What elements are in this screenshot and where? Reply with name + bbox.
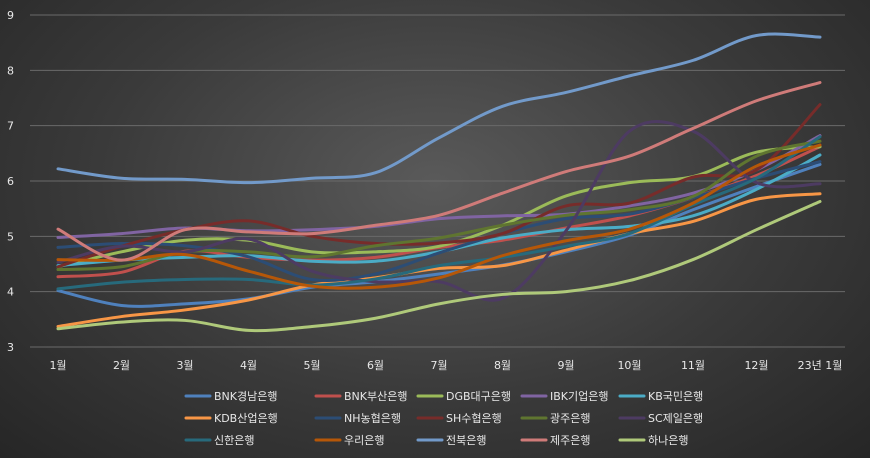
legend-label: SH수협은행: [446, 412, 502, 425]
series-line-14: [56, 199, 822, 333]
legend-label: 전북은행: [446, 434, 486, 447]
x-tick-label: 6월: [367, 359, 384, 372]
legend-label: BNK경남은행: [214, 390, 277, 403]
x-tick-label: 12월: [744, 359, 768, 372]
legend-item: 신한은행: [184, 434, 254, 447]
legend-item: BNK경남은행: [184, 390, 277, 403]
series-lines: [56, 32, 822, 333]
legend-item: 우리은행: [314, 434, 384, 447]
x-tick-label: 1월: [49, 359, 66, 372]
legend-label: NH농협은행: [344, 412, 401, 425]
gridlines: [30, 14, 845, 348]
x-tick-label: 7월: [430, 359, 447, 372]
legend-label: 우리은행: [344, 434, 384, 447]
y-tick-label: 8: [7, 64, 14, 77]
x-axis-ticks: 1월 2월 3월 4월 5월 6월 7월 8월 9월 10월 11월 12월 23년 1월: [49, 359, 842, 372]
legend-label: 하나은행: [648, 433, 688, 447]
x-tick-label: 23년 1월: [798, 359, 843, 372]
y-tick-label: 3: [7, 341, 14, 354]
x-tick-label: 3월: [176, 359, 193, 372]
legend-item: 제주은행: [520, 434, 590, 447]
legend-item: IBK기업은행: [520, 390, 608, 403]
series-line-0: [56, 162, 822, 308]
legend-item: 전북은행: [416, 434, 486, 447]
legend-item: BNK부산은행: [314, 390, 407, 403]
series-line-5: [56, 192, 822, 329]
x-tick-label: 5월: [303, 359, 320, 372]
legend-label: IBK기업은행: [550, 390, 608, 403]
series-line-3: [56, 134, 822, 239]
legend-label: DGB대구은행: [446, 390, 511, 403]
legend-item: SH수협은행: [416, 412, 502, 425]
legend-label: SC제일은행: [648, 411, 703, 425]
legend-label: 광주은행: [550, 412, 590, 425]
legend-label: BNK부산은행: [344, 390, 407, 403]
x-tick-label: 11월: [681, 359, 705, 372]
series-line-13: [56, 81, 822, 262]
series-line-9: [56, 120, 822, 302]
legend-label: 제주은행: [550, 434, 590, 447]
legend-label: 신한은행: [214, 434, 254, 447]
legend-item: KDB산업은행: [184, 412, 278, 425]
legend-item: NH농협은행: [314, 412, 401, 425]
legend-item: SC제일은행: [618, 411, 703, 425]
y-tick-label: 7: [7, 120, 14, 133]
x-tick-label: 9월: [557, 359, 574, 372]
series-line-11: [56, 143, 822, 290]
legend-item: DGB대구은행: [416, 390, 511, 403]
x-tick-label: 8월: [494, 359, 511, 372]
y-tick-label: 6: [7, 175, 14, 188]
y-tick-label: 4: [7, 286, 14, 299]
legend-item: 광주은행: [520, 412, 590, 425]
y-axis-ticks: 3 4 5 6 7 8 9: [7, 9, 14, 354]
legend-label: KDB산업은행: [214, 412, 278, 425]
x-tick-label: 4월: [240, 359, 257, 372]
legend-item: KB국민은행: [618, 390, 703, 403]
legend-label: KB국민은행: [648, 390, 703, 403]
series-line-12: [56, 32, 822, 185]
y-tick-label: 9: [7, 9, 14, 22]
y-tick-label: 5: [7, 230, 14, 243]
legend-item: 하나은행: [618, 433, 688, 447]
x-tick-label: 10월: [617, 359, 641, 372]
legend: BNK경남은행 BNK부산은행 DGB대구은행 IBK기업은행 KB국민은행 KDB산업은…: [184, 390, 703, 447]
x-tick-label: 2월: [113, 359, 130, 372]
